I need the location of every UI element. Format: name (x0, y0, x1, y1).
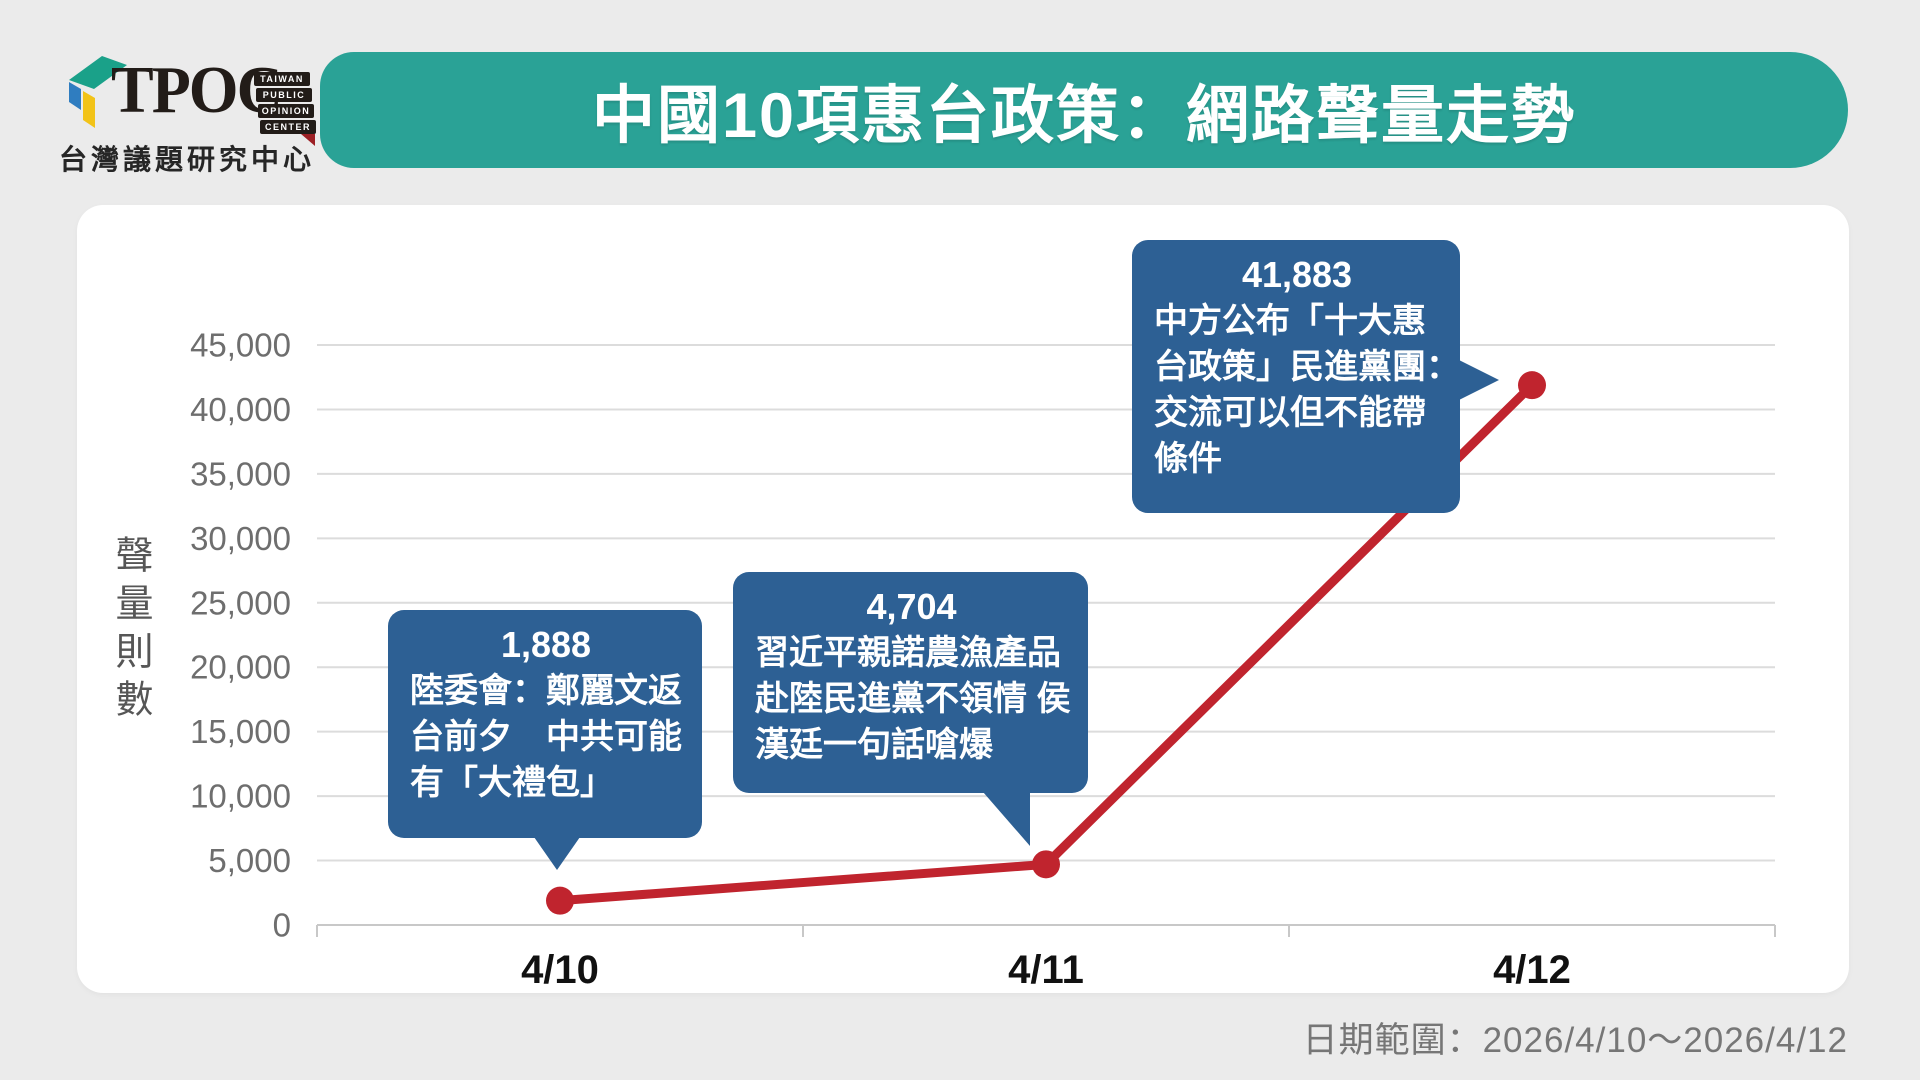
annotation-text-line: 台政策」民進黨團： (1154, 348, 1460, 386)
tpoc-logo-subtitle: 台灣議題研究中心 (59, 144, 316, 175)
y-tick-label: 45,000 (190, 327, 291, 364)
annotation-value: 1,888 (500, 624, 592, 665)
y-tick-label: 10,000 (190, 778, 291, 815)
annotation-text-line: 漢廷一句話嗆爆 (755, 726, 993, 764)
x-tick-label: 4/11 (1008, 948, 1084, 992)
annotation-callout-3: 41,883 中方公布「十大惠 台政策」民進黨團： 交流可以但不能帶 條件 (1132, 240, 1499, 513)
tpoc-logo: TPOC TAIWAN PUBLIC OPINION CENTER 台灣議題研究… (55, 42, 316, 177)
date-range-label: 日期範圍：2026/4/10～2026/4/12 (1302, 1021, 1848, 1060)
annotation-callout-1: 1,888 陸委會：鄭麗文返 台前夕 中共可能 有「大禮包」 (388, 610, 702, 870)
data-point (1518, 371, 1546, 400)
y-tick-label: 0 (273, 907, 291, 944)
tpoc-logo-text: TPOC (111, 52, 283, 127)
y-tick-label: 25,000 (190, 584, 291, 621)
y-tick-label: 20,000 (190, 649, 291, 686)
annotation-text-line: 有「大禮包」 (410, 764, 614, 802)
annotation-value: 41,883 (1241, 254, 1353, 295)
x-tick-label: 4/12 (1493, 948, 1571, 992)
y-axis-title: 聲量則數 (109, 535, 151, 727)
tpoc-stack-taiwan: TAIWAN (254, 72, 310, 86)
page-title: 中國10項惠台政策：網路聲量走勢 (591, 80, 1577, 151)
annotation-text-line: 台前夕 中共可能 (410, 718, 682, 756)
annotation-text-line: 中方公布「十大惠 (1154, 302, 1426, 340)
y-tick-label: 40,000 (190, 391, 291, 428)
annotation-text-line: 陸委會：鄭麗文返 (410, 672, 682, 710)
tpoc-stack-center: CENTER (260, 120, 316, 134)
y-tick-label: 15,000 (190, 713, 291, 750)
annotation-value: 4,704 (866, 586, 957, 627)
data-point (1032, 850, 1060, 879)
annotation-text-line: 赴陸民進黨不領情 侯 (755, 680, 1071, 718)
annotation-text-line: 條件 (1154, 440, 1222, 478)
tpoc-logo-stack: TAIWAN PUBLIC OPINION CENTER (254, 72, 316, 136)
annotation-callout-2: 4,704 習近平親諾農漁產品 赴陸民進黨不領情 侯 漢廷一句話嗆爆 (733, 572, 1088, 846)
y-tick-label: 5,000 (208, 842, 291, 879)
annotation-text-line: 交流可以但不能帶 (1154, 394, 1426, 432)
y-tick-label: 35,000 (190, 455, 291, 492)
title-banner: 中國10項惠台政策：網路聲量走勢 (320, 52, 1848, 168)
chart-card: 0 5,000 10,000 15,000 20,000 25,000 30,000 35,0… (77, 205, 1849, 993)
tpoc-stack-opinion: OPINION (258, 104, 314, 118)
tpoc-stack-public: PUBLIC (256, 88, 312, 102)
y-tick-label: 30,000 (190, 520, 291, 557)
x-tick-label: 4/10 (521, 948, 599, 992)
data-point (546, 886, 574, 915)
annotation-text-line: 習近平親諾農漁產品 (755, 634, 1061, 672)
tpoc-logo-mark-icon (69, 56, 127, 128)
